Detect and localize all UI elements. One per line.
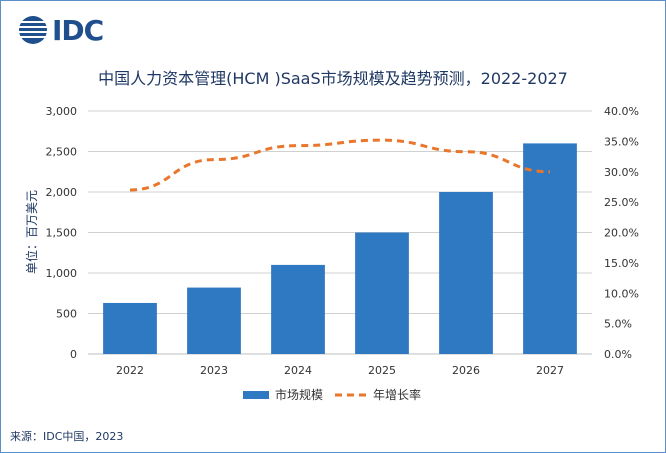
y-tick-label: 1,000 bbox=[46, 267, 78, 280]
legend: 市场规模 年增长率 bbox=[243, 387, 421, 402]
y2-tick-label: 25.0% bbox=[604, 196, 639, 209]
bar bbox=[355, 232, 409, 354]
idc-logo: IDC bbox=[18, 10, 104, 50]
x-tick-label: 2022 bbox=[116, 364, 144, 377]
y-tick-label: 1,500 bbox=[46, 227, 78, 240]
growth-rate-line bbox=[129, 138, 551, 192]
x-tick-label: 2027 bbox=[536, 364, 564, 377]
y-tick-label: 2,000 bbox=[46, 186, 78, 199]
bar-series bbox=[103, 143, 577, 354]
y2-tick-label: 10.0% bbox=[604, 287, 639, 300]
x-tick-label: 2024 bbox=[284, 364, 312, 377]
y-axis-ticks: 0 500 1,000 1,500 2,000 2,500 3,000 bbox=[46, 105, 78, 361]
gridlines bbox=[88, 110, 592, 355]
x-tick-label: 2023 bbox=[200, 364, 228, 377]
logo-text: IDC bbox=[52, 13, 104, 47]
y2-tick-label: 20.0% bbox=[604, 227, 639, 240]
x-axis-ticks: 2022 2023 2024 2025 2026 2027 bbox=[116, 364, 564, 377]
chart-title: 中国人力资本管理(HCM )SaaS市场规模及趋势预测，2022-2027 bbox=[98, 69, 568, 88]
y2-tick-label: 30.0% bbox=[604, 166, 639, 179]
legend-bar-swatch bbox=[243, 391, 269, 399]
bar bbox=[271, 264, 325, 354]
source-note: 来源：IDC中国，2023 bbox=[10, 430, 124, 443]
y-axis-label: 单位：百万美元 bbox=[24, 190, 39, 274]
bar bbox=[439, 192, 493, 354]
y2-tick-label: 5.0% bbox=[604, 318, 632, 331]
y-tick-label: 3,000 bbox=[46, 105, 78, 118]
y-tick-label: 2,500 bbox=[46, 146, 78, 159]
y-tick-label: 500 bbox=[56, 308, 77, 321]
y2-tick-label: 15.0% bbox=[604, 257, 639, 270]
bar bbox=[523, 143, 577, 354]
y2-axis-ticks: 0.0% 5.0% 10.0% 15.0% 20.0% 25.0% 30.0% 35.0% 40… bbox=[604, 105, 639, 361]
y2-tick-label: 0.0% bbox=[604, 348, 632, 361]
x-tick-label: 2025 bbox=[368, 364, 396, 377]
line-series bbox=[129, 138, 551, 192]
legend-line-label: 年增长率 bbox=[373, 387, 421, 402]
y2-tick-label: 40.0% bbox=[604, 105, 639, 118]
y2-tick-label: 35.0% bbox=[604, 135, 639, 148]
globe-icon bbox=[19, 16, 47, 44]
bar bbox=[187, 287, 241, 354]
x-tick-label: 2026 bbox=[452, 364, 480, 377]
bar bbox=[103, 302, 157, 354]
legend-bar-label: 市场规模 bbox=[275, 387, 323, 402]
y-tick-label: 0 bbox=[70, 348, 77, 361]
